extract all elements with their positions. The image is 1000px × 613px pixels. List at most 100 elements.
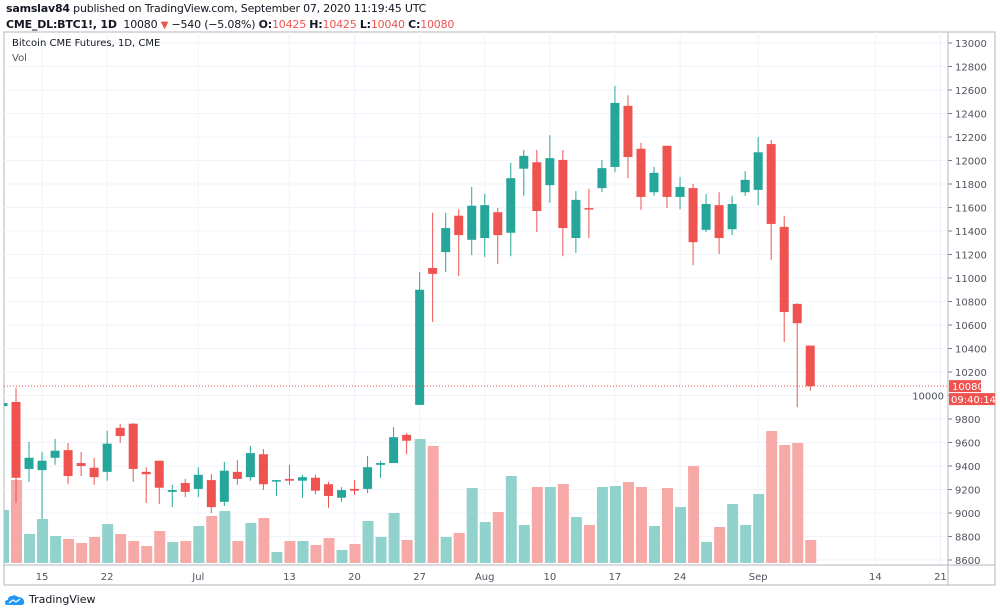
candle: [324, 481, 333, 508]
candle-body: [675, 186, 685, 197]
candle-body: [141, 471, 151, 475]
candle-body: [688, 188, 698, 243]
volume-bar: [349, 544, 361, 563]
volume-bar: [518, 525, 530, 563]
volume-bar: [544, 487, 556, 563]
candle: [24, 441, 34, 482]
candle: [467, 186, 477, 256]
volume-bar: [401, 540, 413, 563]
volume-bar: [753, 494, 765, 563]
candle-body: [740, 179, 750, 193]
candle: [193, 467, 203, 498]
candle-body: [180, 483, 190, 492]
candle: [519, 149, 529, 196]
candle: [167, 484, 177, 508]
candle-body: [89, 467, 99, 478]
price-axis-label: 11000: [955, 274, 987, 285]
candle-body: [24, 457, 34, 469]
footer-brand[interactable]: TradingView: [5, 593, 95, 606]
candle: [636, 142, 646, 210]
volume-bar: [662, 488, 674, 563]
candle: [4, 403, 8, 407]
price-axis-label: 10800: [955, 298, 987, 309]
candle-body: [597, 168, 607, 189]
candle: [337, 487, 347, 502]
candle: [50, 438, 60, 465]
candle: [76, 451, 86, 476]
candle-body: [662, 145, 672, 197]
candle: [363, 456, 373, 494]
price-axis-label: 13000: [955, 39, 987, 50]
price-axis-label: 10400: [955, 345, 987, 356]
volume-bar: [622, 482, 634, 563]
volume-bar: [336, 550, 348, 563]
volume-bar: [206, 516, 218, 563]
candle: [11, 387, 21, 504]
candle: [675, 176, 685, 210]
candle: [805, 345, 815, 391]
candle-body: [428, 268, 438, 274]
price-axis-label: 10600: [955, 321, 987, 332]
candle-body: [779, 226, 789, 313]
candle: [584, 188, 594, 239]
bar-countdown-label: 09:40:14: [951, 395, 996, 406]
candle-body: [167, 490, 177, 492]
candle: [245, 446, 255, 481]
candle: [441, 212, 451, 273]
volume-bar: [128, 541, 140, 563]
candle-body: [610, 102, 620, 167]
candle: [714, 192, 724, 254]
candle: [662, 145, 672, 209]
candle: [154, 460, 164, 505]
time-axis-label: 13: [283, 572, 296, 583]
chart-title: Bitcoin CME Futures, 1D, CME: [12, 38, 161, 49]
close-value: 10080: [420, 18, 455, 31]
time-axis-label: 21: [934, 572, 947, 583]
time-axis-label: 24: [674, 572, 687, 583]
volume-bar: [727, 504, 739, 563]
candle-body: [258, 454, 268, 485]
candle-body: [324, 484, 333, 496]
volume-bar: [102, 524, 114, 563]
volume-bar: [271, 552, 283, 563]
candle: [701, 193, 711, 233]
volume-bar: [63, 539, 75, 563]
volume-bar: [193, 526, 205, 563]
time-axis-label: 17: [609, 572, 622, 583]
candle-body: [714, 205, 724, 239]
time-axis-label: 15: [36, 572, 49, 583]
candle-body: [623, 105, 633, 157]
time-axis-label: Jul: [191, 572, 204, 583]
candle: [454, 209, 464, 277]
candle-body: [727, 203, 737, 230]
candles: [4, 85, 815, 519]
candle-body: [389, 437, 399, 464]
symbol: CME_DL:BTC1!, 1D: [6, 18, 117, 31]
candle-body: [11, 401, 21, 478]
publish-info: samslav84 published on TradingView.com, …: [6, 2, 426, 15]
candle-body: [337, 490, 347, 498]
price-axis-label: 12200: [955, 133, 987, 144]
candle: [389, 427, 399, 464]
candle-body: [76, 463, 86, 466]
volume-bar: [505, 476, 517, 563]
candle-body: [154, 460, 164, 488]
volume-bars: [4, 431, 817, 563]
low-label: L:: [359, 18, 371, 31]
candle-body: [441, 228, 451, 253]
candle-body: [50, 450, 60, 458]
candle-body: [792, 303, 802, 324]
volume-bar: [284, 541, 296, 563]
candle-body: [376, 463, 386, 465]
volume-bar: [649, 526, 660, 563]
candle: [493, 208, 503, 264]
candle: [232, 460, 242, 485]
volume-bar: [258, 518, 270, 563]
candle: [766, 139, 776, 260]
volume-bar: [388, 513, 400, 563]
candle-body: [37, 460, 47, 471]
volume-bar: [323, 538, 335, 563]
candle-body: [102, 443, 112, 472]
author-name[interactable]: samslav84: [6, 2, 70, 15]
